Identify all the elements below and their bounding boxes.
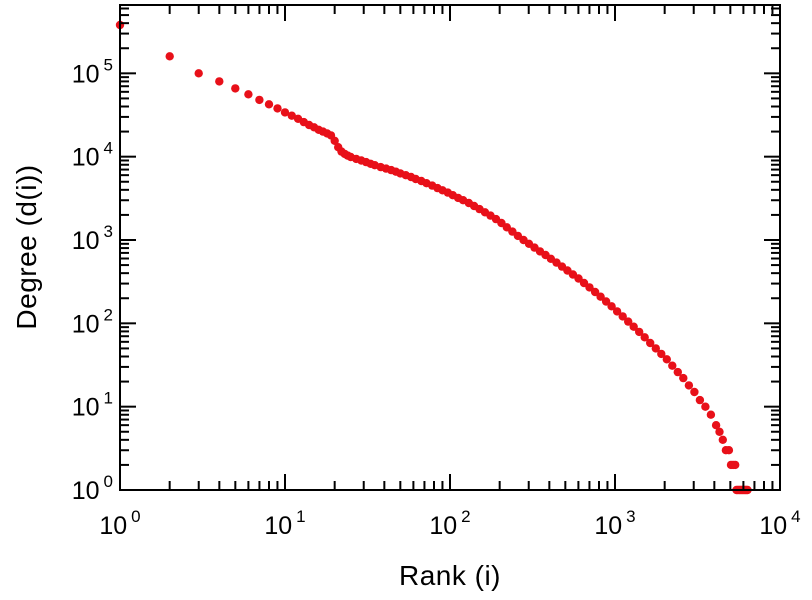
data-point xyxy=(255,95,264,105)
data-point xyxy=(612,307,622,316)
x-axis-title: Rank (i) xyxy=(398,560,502,591)
data-point xyxy=(280,108,290,117)
data-point xyxy=(695,395,705,405)
data-point xyxy=(629,322,638,331)
data-point xyxy=(287,111,296,120)
data-point xyxy=(711,421,721,430)
data-point xyxy=(618,312,627,321)
axis-ticks xyxy=(119,5,781,491)
data-point xyxy=(706,410,716,419)
data-point xyxy=(718,435,727,444)
data-point xyxy=(590,287,600,297)
y-tick-label: 10 0 xyxy=(72,472,113,505)
data-points xyxy=(115,20,752,495)
data-point xyxy=(601,297,611,306)
data-point xyxy=(690,387,699,397)
data-point xyxy=(715,427,724,436)
data-point xyxy=(231,84,240,93)
data-point xyxy=(684,381,694,390)
data-point xyxy=(657,349,666,359)
data-point xyxy=(668,361,677,370)
data-point xyxy=(624,317,633,326)
data-point xyxy=(679,373,688,383)
x-tick-label: 10 4 xyxy=(759,507,800,540)
axis-tick-labels: 10 0 10 1 10 2 10 3 10 4 10 0 10 1 10 2 10 3 10 4 10 5 xyxy=(72,55,801,540)
x-tick-label: 10 2 xyxy=(429,507,470,540)
data-point xyxy=(330,136,339,145)
data-point xyxy=(724,446,734,455)
data-point xyxy=(731,460,740,470)
data-point xyxy=(264,100,274,109)
data-point xyxy=(635,327,644,337)
data-point xyxy=(662,355,671,364)
data-point xyxy=(215,77,224,86)
data-point xyxy=(244,90,253,99)
data-point xyxy=(585,283,594,292)
x-tick-label: 10 3 xyxy=(594,507,635,540)
y-tick-label: 10 3 xyxy=(72,222,113,255)
y-tick-label: 10 2 xyxy=(72,305,113,338)
data-point xyxy=(165,52,174,61)
data-point xyxy=(194,69,203,78)
data-point xyxy=(596,292,605,301)
y-tick-label: 10 4 xyxy=(72,139,113,172)
y-tick-label: 10 5 xyxy=(72,55,113,88)
data-point xyxy=(673,367,682,377)
data-point xyxy=(273,104,282,113)
y-axis-title: Degree (d(i)) xyxy=(11,164,42,330)
data-point xyxy=(607,302,616,311)
x-tick-label: 10 1 xyxy=(264,507,305,540)
y-tick-label: 10 1 xyxy=(72,389,113,422)
x-tick-label: 10 0 xyxy=(99,507,140,540)
data-point xyxy=(651,344,660,353)
data-point xyxy=(701,402,710,411)
data-point xyxy=(646,338,655,348)
data-point xyxy=(640,333,649,342)
